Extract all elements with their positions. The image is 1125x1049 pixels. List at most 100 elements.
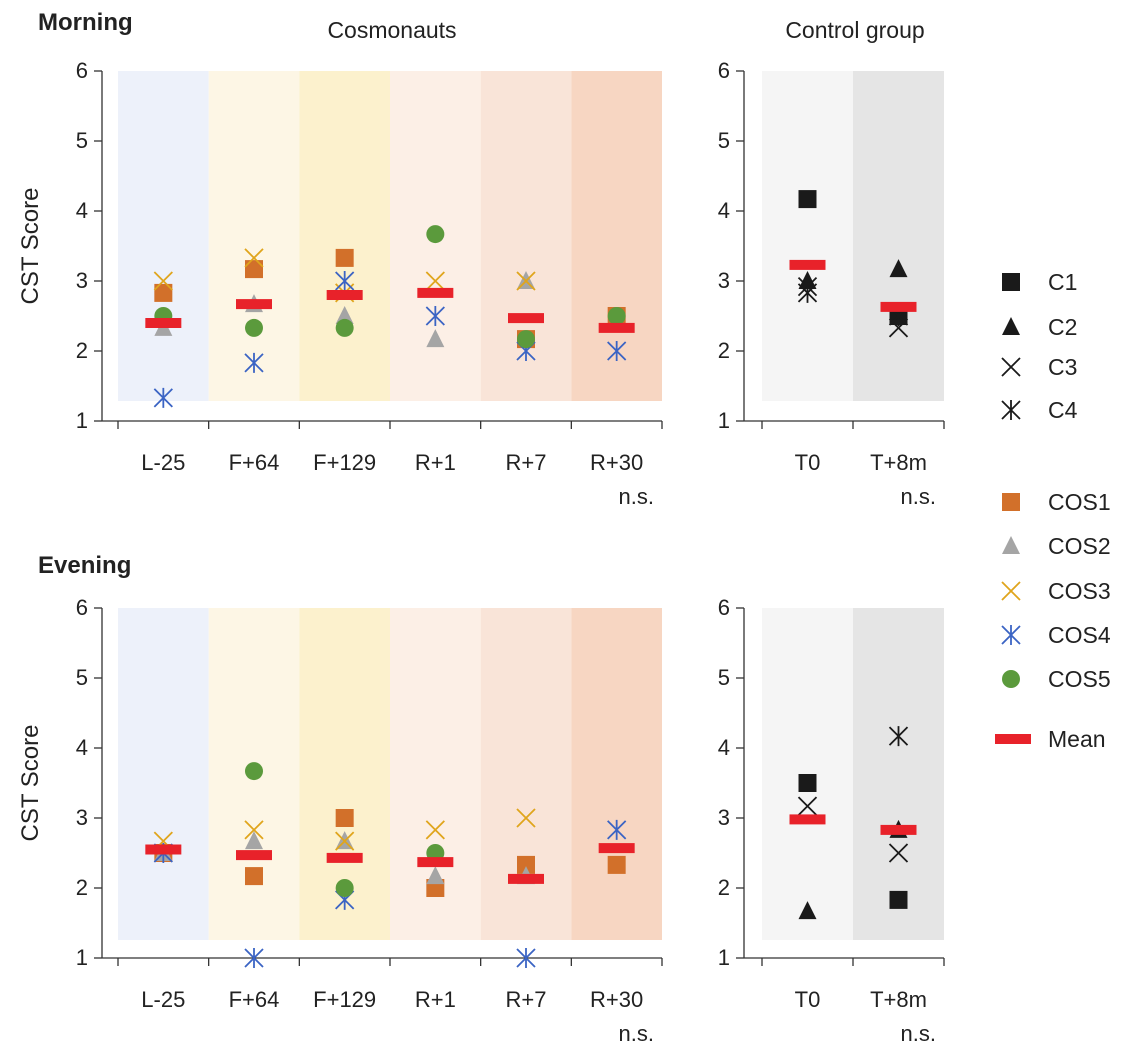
legend-item-mean: Mean <box>995 726 1106 752</box>
y-axis-label: CST Score <box>17 188 44 305</box>
point-mean-t0 <box>789 814 826 825</box>
point-mean-f-64 <box>236 299 272 310</box>
point-cos3-r-1 <box>425 271 445 291</box>
panel-evening-cosmonauts: 1 2 3 4 5 6 L-25 F+64 F+129 R+1 R+7 R+30 n.s. CST Sco… <box>17 595 663 1046</box>
legend-marker-c4 <box>1001 400 1021 420</box>
point-cos1-r-30 <box>607 855 626 874</box>
legend-marker-mean <box>995 734 1031 744</box>
y-tick-label: 2 <box>718 338 730 363</box>
band-f-129 <box>299 71 390 401</box>
point-cos1-l-25 <box>154 283 173 302</box>
point-c2-t0 <box>798 271 817 289</box>
x-tick-label: F+129 <box>313 450 376 475</box>
y-tick-label: 6 <box>718 58 730 83</box>
x-tick-label: R+1 <box>415 987 456 1012</box>
y-tick-label: 1 <box>76 945 88 970</box>
y-tick-label: 2 <box>76 338 88 363</box>
point-mean-l-25 <box>145 844 182 855</box>
y-tick-label: 3 <box>76 805 88 830</box>
x-tick-label: L-25 <box>141 450 185 475</box>
x-tick-label: T+8m <box>870 987 927 1012</box>
point-mean-l-25 <box>145 318 182 328</box>
point-cos4-l-25 <box>153 387 173 408</box>
y-tick-label: 1 <box>718 408 730 433</box>
legend-label-cos2: COS2 <box>1048 533 1111 559</box>
point-cos1-f-129 <box>335 809 354 827</box>
panel-morning-control-group: 1 2 3 4 5 6 T0 T+8m n.s. <box>718 58 945 509</box>
y-tick-label: 3 <box>718 268 730 293</box>
point-mean-r-1 <box>417 857 454 868</box>
legend-label-c4: C4 <box>1048 397 1078 423</box>
point-cos1-r-7 <box>517 855 535 874</box>
y-tick-label: 6 <box>76 58 88 83</box>
legend-label-c2: C2 <box>1048 314 1077 340</box>
y-tick-label: 5 <box>76 128 88 153</box>
significance-note: n.s. <box>901 1021 936 1046</box>
legend: C1 C2 C3 C4 COS1 COS2 COS3 COS4 COS5 Mean <box>995 269 1111 752</box>
point-cos3-r-7 <box>516 271 536 291</box>
point-cos4-f-64 <box>244 352 264 373</box>
y-tick-label: 4 <box>76 735 88 760</box>
x-tick-label: T0 <box>795 987 821 1012</box>
point-mean-t0 <box>789 259 826 270</box>
legend-item-cos5: COS5 <box>1002 666 1111 692</box>
y-tick-label: 6 <box>718 595 730 620</box>
point-c2-t-8m <box>889 259 908 278</box>
legend-item-c1: C1 <box>1002 269 1077 295</box>
point-cos5-f-64 <box>245 762 263 781</box>
panel-morning-cosmonauts: 1 2 3 4 5 6 L-25 F+64 F+129 R+1 R+7 R+30 n.s. CST Sco… <box>17 58 663 509</box>
band-r-30 <box>571 608 662 940</box>
y-tick-label: 4 <box>76 198 88 223</box>
x-tick-label: T+8m <box>870 450 927 475</box>
band-l-25 <box>118 608 209 940</box>
legend-marker-c2 <box>1002 317 1020 335</box>
band-f-64 <box>208 71 300 401</box>
point-cos5-f-129 <box>335 318 354 337</box>
y-tick-label: 3 <box>76 268 88 293</box>
point-c2-t0 <box>798 901 817 920</box>
y-tick-label: 2 <box>76 875 88 900</box>
band-l-25 <box>118 71 209 401</box>
legend-item-cos4: COS4 <box>1001 622 1111 648</box>
legend-marker-cos2 <box>1002 536 1020 554</box>
legend-marker-cos3 <box>1001 581 1021 601</box>
point-mean-r-1 <box>417 287 454 298</box>
point-mean-f-129 <box>326 290 363 300</box>
point-cos2-f-64 <box>245 831 263 850</box>
point-cos4-r-30 <box>607 341 627 361</box>
legend-label-cos4: COS4 <box>1048 622 1111 648</box>
y-axis-label: CST Score <box>17 725 44 842</box>
legend-item-cos3: COS3 <box>1001 578 1111 604</box>
y-tick-label: 2 <box>718 875 730 900</box>
point-cos1-f-64 <box>245 867 263 886</box>
point-cos3-l-25 <box>153 271 173 291</box>
y-tick-label: 1 <box>76 408 88 433</box>
legend-label-cos5: COS5 <box>1048 666 1111 692</box>
point-mean-f-129 <box>326 852 363 863</box>
point-cos3-f-64 <box>244 820 264 840</box>
point-cos2-r-1 <box>426 329 445 348</box>
point-cos5-f-129 <box>335 879 354 897</box>
significance-note: n.s. <box>901 484 936 509</box>
x-tick-label: F+64 <box>229 450 280 475</box>
x-tick-label: R+30 <box>590 987 643 1012</box>
legend-item-c2: C2 <box>1002 314 1077 340</box>
point-c1-t-8m <box>889 890 908 909</box>
point-cos5-r-1 <box>426 225 445 244</box>
point-cos1-f-64 <box>245 260 263 279</box>
panel-evening-control-group: 1 2 3 4 5 6 T0 T+8m n.s. <box>718 595 945 1046</box>
legend-item-c3: C3 <box>1001 354 1077 380</box>
point-cos1-f-129 <box>335 248 354 267</box>
point-mean-r-30 <box>598 843 635 854</box>
band-r-7 <box>480 608 572 940</box>
point-cos3-f-64 <box>244 248 264 268</box>
point-mean-f-64 <box>236 850 272 861</box>
y-tick-label: 4 <box>718 735 730 760</box>
x-tick-label: R+7 <box>506 450 547 475</box>
point-cos3-f-129 <box>335 831 355 851</box>
point-cos5-r-7 <box>517 330 535 349</box>
legend-label-cos3: COS3 <box>1048 578 1111 604</box>
legend-marker-cos4 <box>1001 625 1021 645</box>
panel-subtitle-control-group: Control group <box>785 17 924 43</box>
y-tick-label: 4 <box>718 198 730 223</box>
